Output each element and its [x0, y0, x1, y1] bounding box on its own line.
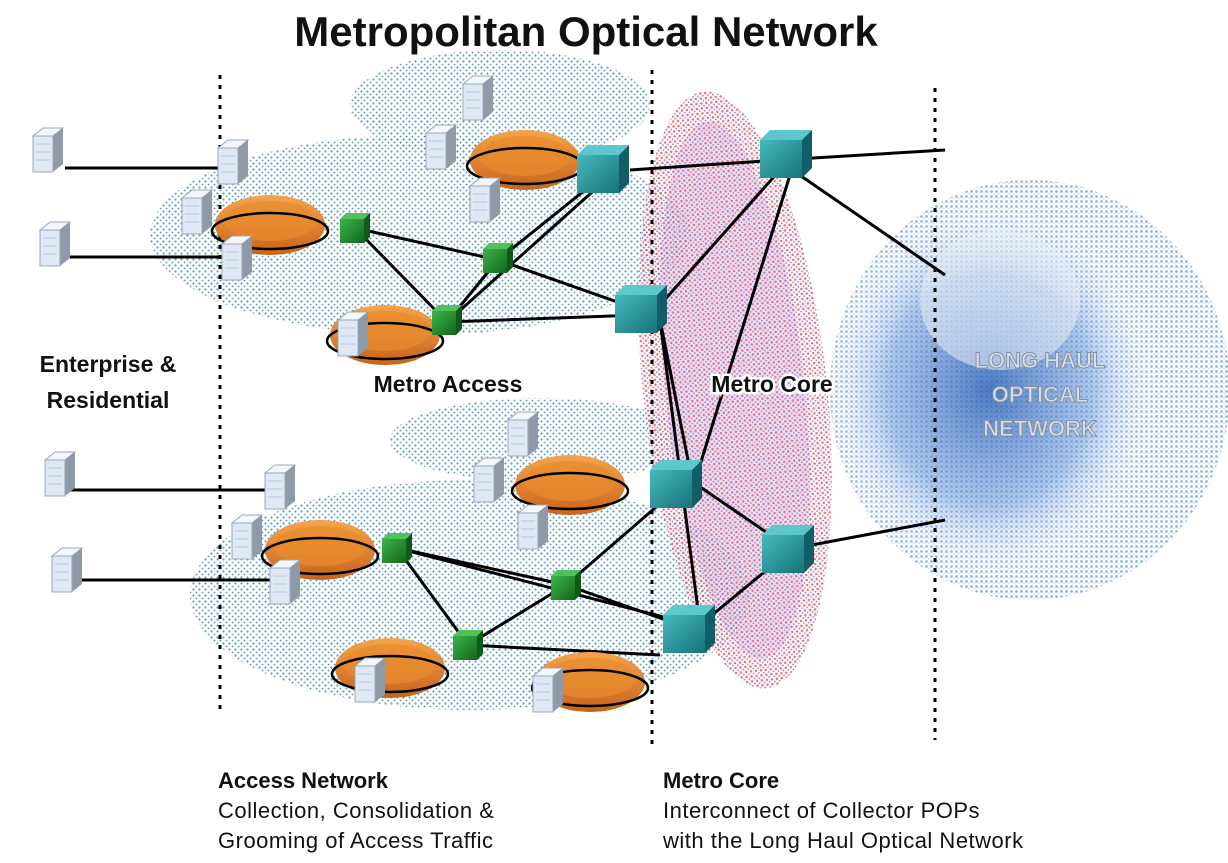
- router-icon: [577, 145, 629, 193]
- switch-icon: [453, 630, 483, 660]
- server-icon: [469, 177, 501, 223]
- metro-core-label: Metro Core: [711, 371, 832, 397]
- switch-icon: [432, 305, 462, 335]
- diagram-title: Metropolitan Optical Network: [294, 8, 878, 55]
- router-icon: [762, 525, 814, 573]
- long-haul-label-line1: LONG HAUL: [975, 348, 1106, 373]
- long-haul-label-line3: NETWORK: [983, 416, 1097, 441]
- metro-access-label: Metro Access: [374, 371, 523, 397]
- core-caption-heading: Metro Core: [663, 768, 779, 793]
- server-icon: [264, 464, 296, 510]
- server-icon: [532, 667, 564, 713]
- router-icon: [650, 460, 702, 508]
- server-icon: [269, 559, 301, 605]
- access-caption-line2: Grooming of Access Traffic: [218, 828, 493, 853]
- switch-icon: [382, 533, 412, 563]
- router-icon: [663, 605, 715, 653]
- server-icon: [462, 75, 494, 121]
- switch-icon: [340, 213, 370, 243]
- long-haul-cloud: [820, 180, 1228, 600]
- router-icon: [615, 285, 667, 333]
- access-caption-heading: Access Network: [218, 768, 389, 793]
- core-caption-line2: with the Long Haul Optical Network: [662, 828, 1024, 853]
- server-icon: [217, 139, 249, 185]
- server-icon: [507, 411, 539, 457]
- server-icon: [221, 235, 253, 281]
- server-icon: [354, 657, 386, 703]
- server-icon: [51, 547, 83, 593]
- server-icon: [32, 127, 64, 173]
- long-haul-label-line2: OPTICAL: [992, 382, 1089, 407]
- server-icon: [337, 311, 369, 357]
- switch-icon: [483, 243, 513, 273]
- core-caption-line1: Interconnect of Collector POPs: [663, 798, 980, 823]
- server-icon: [44, 451, 76, 497]
- router-icon: [760, 130, 812, 178]
- server-icon: [181, 189, 213, 235]
- server-icon: [473, 457, 505, 503]
- switch-icon: [551, 570, 581, 600]
- server-icon: [39, 221, 71, 267]
- server-icon: [231, 514, 263, 560]
- server-icon: [425, 124, 457, 170]
- enterprise-label-line2: Residential: [47, 387, 170, 413]
- server-icon: [517, 504, 549, 550]
- enterprise-label-line1: Enterprise &: [40, 351, 177, 377]
- access-caption-line1: Collection, Consolidation &: [218, 798, 494, 823]
